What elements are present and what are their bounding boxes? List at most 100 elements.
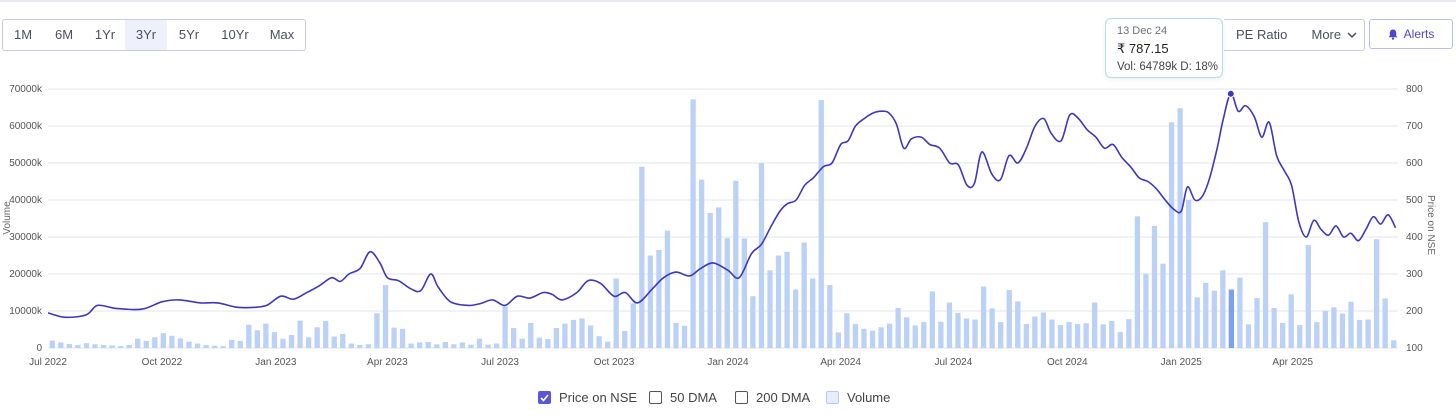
- x-tick-label: Jul 2022: [29, 357, 67, 368]
- y-right-tick-label: 300: [1406, 269, 1423, 280]
- volume-bar: [1263, 222, 1268, 348]
- x-tick-label: Apr 2024: [820, 357, 861, 368]
- volume-bar: [1007, 290, 1012, 348]
- range-button-6m[interactable]: 6M: [43, 20, 85, 50]
- x-tick-label: Oct 2024: [1047, 357, 1088, 368]
- volume-bar: [50, 341, 55, 348]
- bell-icon: [1388, 29, 1398, 40]
- volume-bar: [75, 345, 80, 348]
- volume-bar: [938, 322, 943, 348]
- range-button-10yr[interactable]: 10Yr: [211, 20, 259, 50]
- legend-50dma-label: 50 DMA: [670, 390, 717, 405]
- volume-bar: [84, 343, 89, 348]
- time-range-selector: 1M 6M 1Yr 3Yr 5Yr 10Yr Max: [2, 19, 306, 51]
- volume-bar: [981, 287, 986, 348]
- volume-bar: [690, 99, 695, 348]
- volume-bar: [1289, 294, 1294, 348]
- volume-bar: [1075, 324, 1080, 348]
- volume-bar: [212, 346, 217, 348]
- volume-bar: [127, 345, 132, 348]
- volume-bar: [1058, 325, 1063, 348]
- tooltip-date: 13 Dec 24: [1117, 25, 1222, 38]
- volume-bar: [579, 318, 584, 348]
- legend-200dma[interactable]: 200 DMA: [735, 390, 810, 405]
- volume-bar: [502, 307, 507, 348]
- volume-bar: [67, 344, 72, 348]
- volume-bar: [1041, 312, 1046, 348]
- volume-bar: [272, 332, 277, 348]
- volume-bar: [255, 330, 260, 348]
- volume-bar: [733, 181, 738, 348]
- pe-ratio-button[interactable]: PE Ratio: [1224, 20, 1304, 50]
- volume-bar: [1271, 308, 1276, 348]
- chart-options-group: PE Ratio More: [1224, 19, 1365, 51]
- volume-bar: [169, 336, 174, 348]
- volume-bar: [1024, 324, 1029, 348]
- volume-bars: [50, 99, 1397, 348]
- volume-bar: [861, 329, 866, 348]
- x-tick-label: Jan 2023: [255, 357, 297, 368]
- volume-bar: [622, 331, 627, 348]
- volume-bar: [904, 317, 909, 348]
- legend-200dma-label: 200 DMA: [756, 390, 810, 405]
- volume-bar: [930, 291, 935, 348]
- x-tick-label: Jul 2024: [934, 357, 972, 368]
- volume-bar: [836, 332, 841, 348]
- volume-bar: [1169, 122, 1174, 348]
- volume-bar: [221, 346, 226, 348]
- volume-bar: [1177, 108, 1182, 348]
- legend-volume[interactable]: Volume: [826, 390, 890, 405]
- x-tick-label: Apr 2023: [367, 357, 408, 368]
- price-tooltip: 13 Dec 24 ₹ 787.15 Vol: 64789k D: 18%: [1105, 18, 1223, 78]
- chevron-down-icon: [1347, 32, 1357, 39]
- chart-axes: 0 10000k 20000k 30000k 40000k 50000k 60000k 700…: [2, 84, 1436, 368]
- volume-bar: [853, 324, 858, 348]
- volume-bar: [528, 323, 533, 348]
- legend-price[interactable]: Price on NSE: [538, 390, 637, 405]
- volume-bar: [571, 320, 576, 348]
- volume-bar: [485, 345, 490, 348]
- x-tick-label: Jul 2023: [481, 357, 519, 368]
- y-right-tick-label: 500: [1406, 195, 1423, 206]
- legend-50dma[interactable]: 50 DMA: [649, 390, 717, 405]
- volume-bar: [819, 100, 824, 348]
- x-tick-label: Apr 2025: [1272, 357, 1313, 368]
- volume-bar: [1237, 278, 1242, 348]
- alerts-button[interactable]: Alerts: [1369, 19, 1453, 49]
- volume-bar: [451, 344, 456, 348]
- volume-bar: [802, 243, 807, 348]
- more-button[interactable]: More: [1304, 20, 1365, 50]
- y-right-tick-label: 100: [1406, 343, 1423, 354]
- x-tick-label: Oct 2023: [594, 357, 635, 368]
- volume-bar: [947, 302, 952, 348]
- volume-bar: [1212, 291, 1217, 348]
- volume-bar: [229, 340, 234, 348]
- volume-bar: [1203, 283, 1208, 348]
- volume-bar: [742, 238, 747, 348]
- volume-bar: [827, 285, 832, 348]
- range-button-5yr[interactable]: 5Yr: [167, 20, 211, 50]
- volume-bar: [682, 326, 687, 348]
- volume-bar: [972, 320, 977, 348]
- volume-bar: [1383, 298, 1388, 348]
- y-right-axis-label: Price on NSE: [1425, 195, 1436, 255]
- volume-bar: [1229, 290, 1234, 348]
- range-button-max[interactable]: Max: [259, 20, 305, 50]
- range-button-1yr[interactable]: 1Yr: [85, 20, 125, 50]
- volume-bar: [1101, 324, 1106, 348]
- volume-bar: [203, 345, 208, 348]
- checkbox-volume-icon: [826, 391, 839, 404]
- volume-bar: [1340, 314, 1345, 348]
- volume-bar: [537, 338, 542, 348]
- volume-bar: [810, 278, 815, 348]
- volume-bar: [366, 344, 371, 348]
- y-left-axis-label: Volume: [2, 201, 13, 235]
- volume-bar: [716, 207, 721, 348]
- range-button-1m[interactable]: 1M: [3, 20, 43, 50]
- volume-bar: [1280, 323, 1285, 348]
- y-right-tick-label: 800: [1406, 84, 1423, 95]
- volume-bar: [1186, 200, 1191, 348]
- volume-bar: [1323, 311, 1328, 348]
- volume-bar: [408, 344, 413, 348]
- range-button-3yr[interactable]: 3Yr: [125, 20, 167, 50]
